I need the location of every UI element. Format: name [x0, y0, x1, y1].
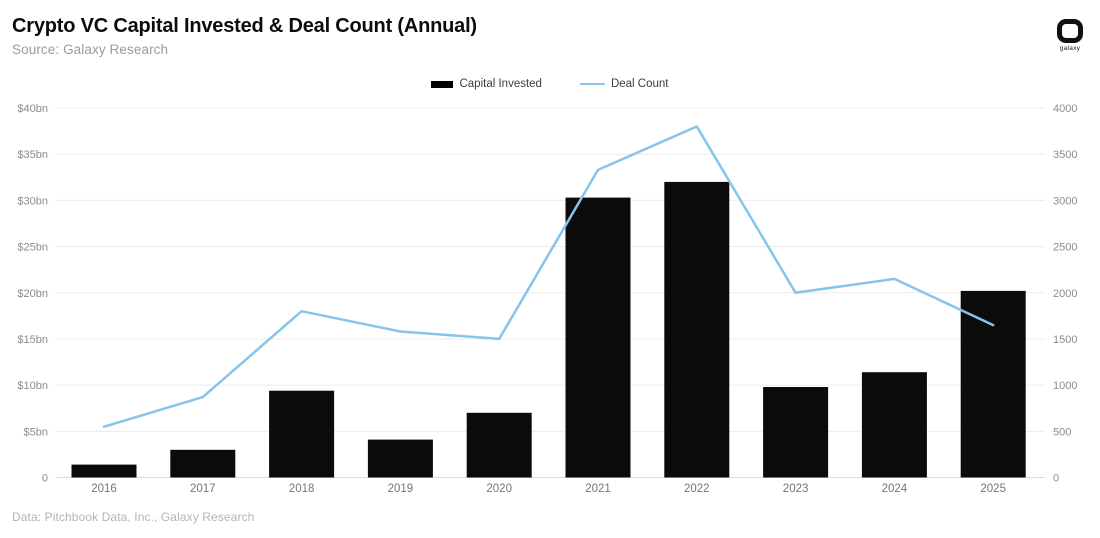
legend-label-capital-invested: Capital Invested: [459, 78, 542, 90]
left-axis-tick: $30bn: [17, 195, 48, 207]
x-axis-label-2018: 2018: [289, 483, 315, 495]
bar-2018: [269, 390, 335, 478]
chart-legend: Capital Invested Deal Count: [0, 78, 1100, 90]
x-axis-label-2022: 2022: [684, 483, 710, 495]
left-axis-tick: $35bn: [17, 149, 48, 161]
header: Crypto VC Capital Invested & Deal Count …: [12, 13, 477, 57]
legend-label-deal-count: Deal Count: [610, 78, 669, 90]
chart-plot-area: $40bn 4000 $35bn 3500 $30bn 3000 $25bn 2500 $20b…: [17, 103, 1077, 495]
galaxy-logo: galaxy: [1053, 19, 1087, 52]
bar-2025: [960, 290, 1026, 478]
legend-item-deal-count: Deal Count: [579, 78, 669, 90]
bar-2019: [367, 439, 433, 478]
bar-2020: [466, 412, 532, 478]
right-axis-tick: 2000: [1053, 288, 1077, 300]
right-axis-tick: 0: [1053, 473, 1059, 485]
right-axis-tick: 4000: [1053, 103, 1077, 115]
left-axis-tick: $15bn: [17, 334, 48, 346]
left-axis-tick: 0: [42, 473, 48, 485]
deal-count-line: [102, 125, 995, 428]
left-axis-tick: $25bn: [17, 242, 48, 254]
right-axis-tick: 3000: [1053, 195, 1077, 207]
left-axis-tick: $10bn: [17, 380, 48, 392]
bar-2022: [664, 181, 730, 478]
x-axis-label-2024: 2024: [882, 483, 908, 495]
legend-item-capital-invested: Capital Invested: [431, 78, 542, 90]
source-subtitle: Source: Galaxy Research: [12, 42, 169, 57]
galaxy-logo-text: galaxy: [1059, 45, 1081, 52]
right-axis-tick: 1500: [1053, 334, 1077, 346]
right-axis-tick: 3500: [1053, 149, 1077, 161]
galaxy-logo-icon: [1057, 19, 1083, 43]
left-axis-tick: $20bn: [17, 288, 48, 300]
data-attribution: Data: Pitchbook Data, Inc., Galaxy Resea…: [12, 510, 255, 524]
x-axis-label-2016: 2016: [91, 483, 117, 495]
x-axis-label-2021: 2021: [585, 483, 611, 495]
page-title: Crypto VC Capital Invested & Deal Count …: [12, 15, 477, 37]
bar-2023: [763, 387, 829, 478]
bar-2016: [71, 464, 137, 478]
x-axis-label-2023: 2023: [783, 483, 809, 495]
line-swatch-icon: [579, 82, 605, 86]
right-axis-tick: 500: [1053, 426, 1071, 438]
x-axis-label-2025: 2025: [980, 483, 1006, 495]
bar-swatch-icon: [431, 80, 454, 88]
right-axis-tick: 2500: [1053, 242, 1077, 254]
right-axis-tick: 1000: [1053, 380, 1077, 392]
x-axis-label-2019: 2019: [388, 483, 414, 495]
x-axis-label-2017: 2017: [190, 483, 216, 495]
bar-2024: [861, 372, 927, 478]
bar-2017: [170, 449, 236, 478]
x-axis-label-2020: 2020: [486, 483, 512, 495]
bar-2021: [565, 197, 631, 478]
left-axis-tick: $40bn: [17, 103, 48, 115]
left-axis-tick: $5bn: [24, 426, 48, 438]
